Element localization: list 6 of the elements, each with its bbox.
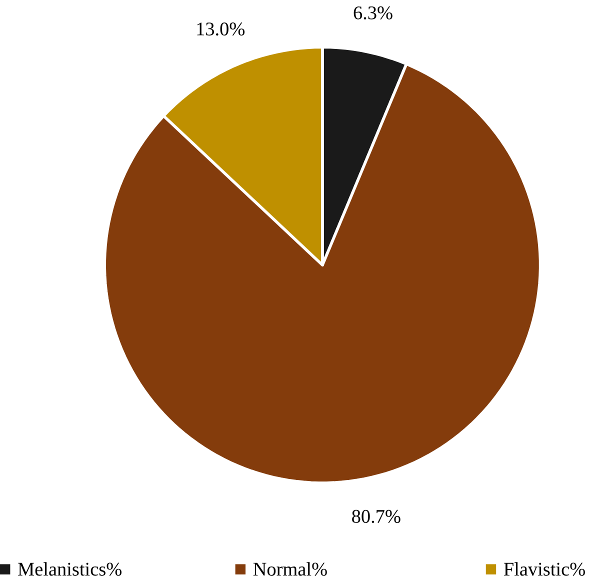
legend-label: Flavistic% xyxy=(504,562,585,576)
legend-label: Melanistics% xyxy=(18,562,122,576)
data-label: 80.7% xyxy=(352,510,400,523)
legend-label: Normal% xyxy=(253,562,327,576)
data-label: 13.0% xyxy=(197,22,245,36)
data-label: 6.3% xyxy=(354,6,392,20)
